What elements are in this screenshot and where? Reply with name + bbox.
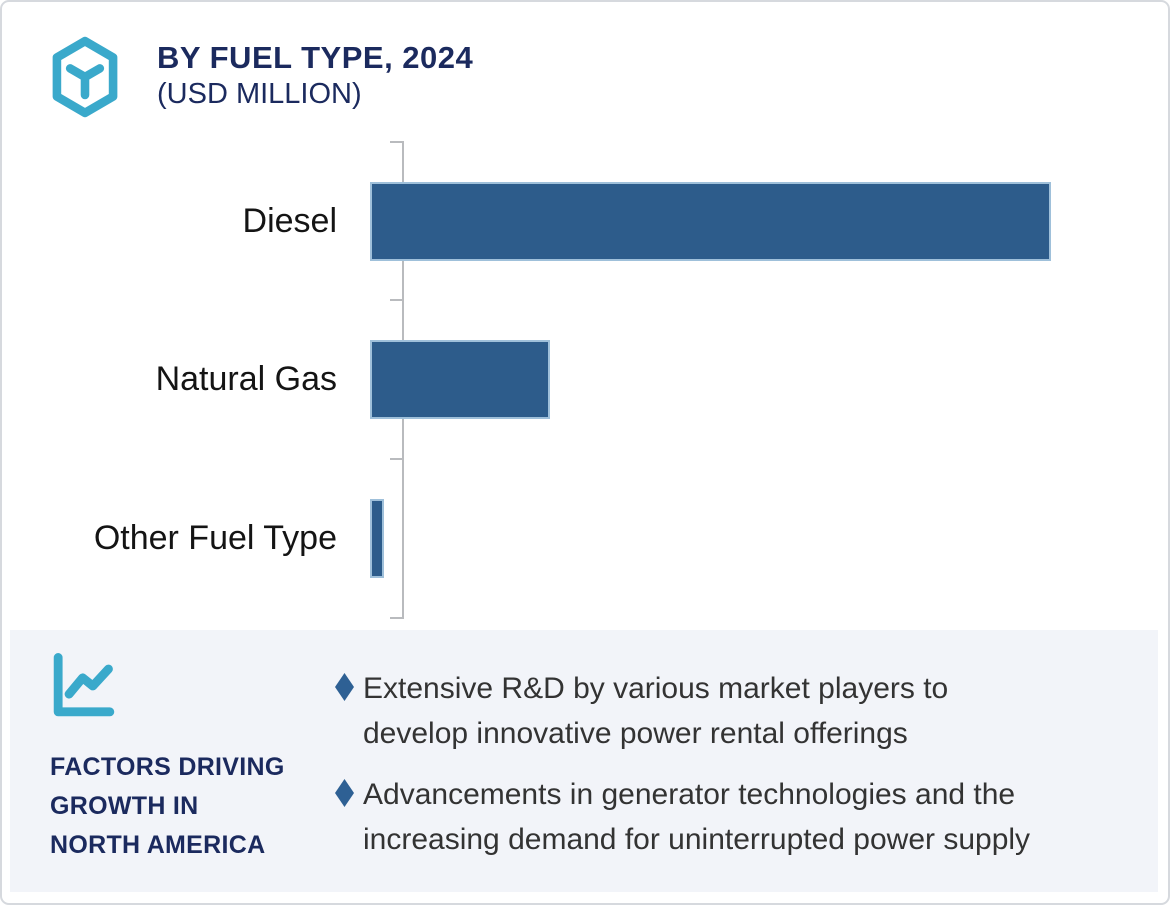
chart-row: Diesel bbox=[2, 142, 1162, 301]
axis-tick bbox=[390, 141, 403, 143]
chart-row: Natural Gas bbox=[2, 301, 1162, 460]
bullet-text-line: Advancements in generator technologies a… bbox=[363, 778, 1016, 811]
hexagon-cube-icon bbox=[52, 36, 118, 118]
factors-heading-line: NORTH AMERICA bbox=[50, 831, 266, 859]
category-label: Diesel bbox=[242, 201, 337, 240]
bullet-text: Extensive R&D by various market players … bbox=[363, 666, 948, 756]
chart-row: Other Fuel Type bbox=[2, 459, 1162, 618]
bar-diesel bbox=[370, 181, 1051, 261]
bullet-item: Extensive R&D by various market players … bbox=[335, 666, 1140, 756]
bullet-item: Advancements in generator technologies a… bbox=[335, 772, 1140, 862]
chart-rows: Diesel Natural Gas Other Fuel Type bbox=[2, 142, 1162, 618]
axis-tick bbox=[390, 299, 403, 301]
factors-panel: FACTORS DRIVING GROWTH IN NORTH AMERICA … bbox=[10, 630, 1158, 892]
chart-title: BY FUEL TYPE, 2024 bbox=[157, 40, 474, 75]
factors-bullets: Extensive R&D by various market players … bbox=[335, 666, 1140, 878]
diamond-bullet-icon bbox=[335, 779, 354, 807]
axis-tick bbox=[390, 458, 403, 460]
axis-tick bbox=[390, 617, 403, 619]
chart-subtitle: (USD MILLION) bbox=[157, 78, 362, 110]
diamond-bullet-icon bbox=[335, 673, 354, 701]
factors-heading-line: FACTORS DRIVING bbox=[50, 753, 285, 781]
factors-heading: FACTORS DRIVING GROWTH IN NORTH AMERICA bbox=[50, 748, 285, 865]
bar-natural-gas bbox=[370, 340, 550, 420]
bar-area bbox=[370, 181, 1162, 261]
bullet-text-line: increasing demand for uninterrupted powe… bbox=[363, 823, 1031, 856]
chart-header: BY FUEL TYPE, 2024 (USD MILLION) bbox=[157, 40, 473, 112]
bullet-text-line: develop innovative power rental offering… bbox=[363, 717, 908, 750]
bar-other-fuel-type bbox=[370, 499, 385, 579]
factors-heading-line: GROWTH IN bbox=[50, 792, 199, 820]
line-chart-icon bbox=[53, 653, 115, 717]
bar-area bbox=[370, 340, 1162, 420]
bar-area bbox=[370, 499, 1162, 579]
category-label: Natural Gas bbox=[155, 360, 337, 399]
bullet-text-line: Extensive R&D by various market players … bbox=[363, 672, 949, 705]
category-label: Other Fuel Type bbox=[93, 519, 337, 558]
bullet-text: Advancements in generator technologies a… bbox=[363, 772, 1030, 862]
